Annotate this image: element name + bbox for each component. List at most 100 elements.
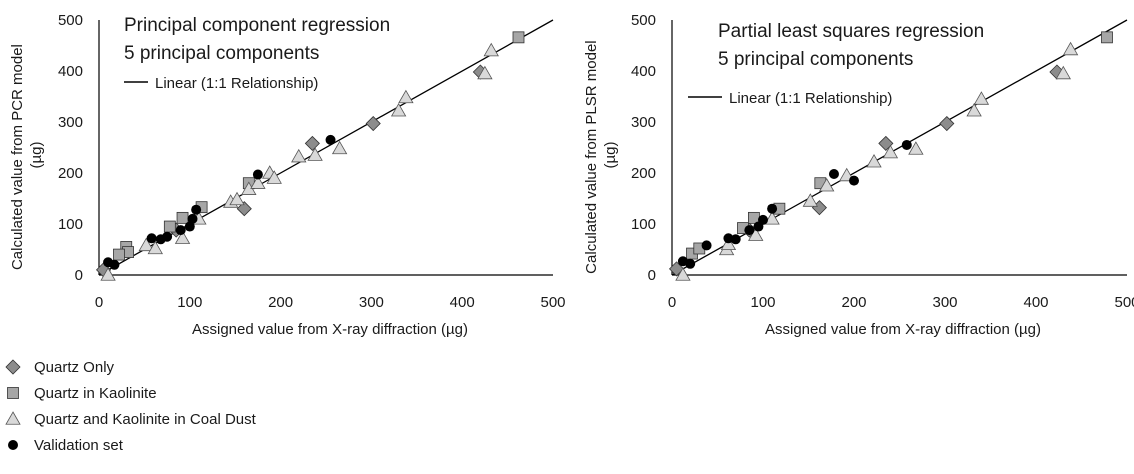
chart-pcr-point-circle	[187, 213, 198, 224]
chart-plsr-point-triangle	[720, 236, 737, 251]
figure-canvas: Principal component regression 5 princip…	[9, 12, 1134, 338]
chart-pcr: Principal component regression 5 princip…	[9, 12, 566, 338]
chart-plsr-point-triangle	[1062, 41, 1079, 56]
chart-pcr-point-triangle	[174, 230, 191, 244]
chart-pcr-x-tick-label: 0	[95, 294, 103, 311]
chart-pcr-point-triangle	[331, 140, 348, 155]
chart-plsr-point-triangle	[748, 227, 764, 241]
chart-plsr-point-triangle	[966, 102, 982, 117]
chart-pcr-point-triangle	[250, 175, 266, 189]
chart-pcr-point-triangle	[138, 237, 154, 252]
chart-pcr-point-triangle	[266, 170, 282, 184]
chart-pcr-point-triangle	[483, 42, 499, 57]
chart-plsr-point-circle	[849, 175, 859, 186]
legend-item: Quartz Only	[4, 354, 256, 380]
chart-plsr-point-square	[1101, 31, 1113, 44]
chart-pcr-point-square	[163, 220, 176, 233]
chart-plsr-point-circle	[730, 234, 741, 245]
chart-pcr-point-triangle	[307, 147, 323, 161]
chart-pcr-y-tick-label: 300	[58, 114, 83, 131]
chart-plsr-point-triangle	[908, 141, 924, 155]
chart-plsr-y-tick-label: 300	[631, 114, 656, 131]
chart-plsr-x-tick-label: 400	[1023, 294, 1048, 311]
chart-pcr-point-triangle	[100, 267, 116, 281]
chart-pcr-point-diamond	[236, 201, 252, 217]
chart-plsr-point-circle	[744, 225, 755, 236]
chart-pcr-title: Principal component regression	[124, 15, 390, 36]
chart-pcr-point-square	[512, 31, 525, 44]
chart-pcr-point-diamond	[365, 115, 381, 132]
chart-pcr-point-triangle	[398, 89, 414, 104]
chart-plsr-x-tick-label: 300	[932, 294, 957, 311]
chart-plsr-point-triangle	[675, 267, 691, 281]
chart-pcr-y-tick-label: 100	[58, 216, 83, 233]
chart-pcr-ylabel: Calculated value from PCR model (µg)	[9, 40, 45, 270]
chart-plsr-line-legend-label: Linear (1:1 Relationship)	[729, 90, 892, 107]
chart-pcr-y-tick-label: 400	[58, 63, 83, 80]
chart-plsr-point-triangle	[819, 177, 835, 192]
chart-pcr-x-tick-label: 400	[450, 294, 475, 311]
legend-item-label: Quartz Only	[34, 358, 115, 376]
chart-pcr-y-tick-label: 500	[58, 12, 83, 29]
chart-pcr-y-tick-label: 0	[75, 267, 83, 284]
chart-plsr-x-tick-label: 0	[668, 294, 676, 311]
chart-pcr-point-diamond	[304, 135, 320, 151]
chart-pcr-point-circle	[184, 221, 195, 232]
chart-plsr-xlabel: Assigned value from X-ray diffraction (µ…	[765, 321, 1041, 338]
legend-item: Quartz in Kaolinite	[4, 380, 256, 406]
chart-plsr-title: Partial least squares regression	[718, 21, 984, 42]
square-marker-icon	[7, 387, 19, 399]
chart-pcr-point-circle	[191, 204, 202, 215]
chart-plsr-x-tick-label: 500	[1114, 294, 1134, 311]
chart-plsr-y-tick-label: 0	[648, 267, 656, 284]
chart-pcr-x-tick-label: 200	[268, 294, 293, 311]
chart-plsr-point-circle	[701, 240, 712, 251]
chart-pcr-subtitle: 5 principal components	[124, 43, 319, 64]
legend-marker-triangle	[5, 411, 21, 425]
chart-pcr-point-circle	[175, 225, 186, 236]
legend-marker-circle	[8, 440, 18, 450]
chart-plsr-y-tick-label: 500	[631, 12, 656, 29]
chart-plsr-y-tick-label: 400	[631, 63, 656, 80]
chart-plsr-plot-area: 0 100 200 300 400 500 0 100 200 300 400 500	[631, 12, 1134, 311]
chart-pcr-x-tick-label: 300	[359, 294, 384, 311]
chart-plsr-point-diamond	[939, 115, 955, 132]
chart-pcr-point-triangle	[390, 102, 407, 117]
chart-pcr-line-legend-label: Linear (1:1 Relationship)	[155, 75, 318, 92]
legend-marker-square	[7, 387, 19, 399]
chart-pcr-x-tick-label: 500	[540, 294, 565, 311]
chart-plsr-point-triangle	[1055, 65, 1071, 80]
chart-pcr-point-triangle	[477, 65, 493, 80]
legend-item-label: Quartz and Kaolinite in Coal Dust	[34, 410, 256, 428]
chart-pcr-point-circle	[146, 233, 157, 244]
chart-pcr-plot-area: 0 100 200 300 400 500 0 100 200 300 400 500	[58, 12, 566, 311]
chart-plsr-point-circle	[901, 139, 912, 150]
diamond-marker-icon	[5, 359, 21, 375]
legend-marker-diamond	[5, 359, 21, 375]
chart-plsr-point-circle	[723, 233, 734, 244]
chart-plsr-ylabel-line1: Calculated value from PLSR model	[583, 40, 600, 273]
triangle-marker-icon	[5, 411, 21, 425]
chart-plsr-point-triangle	[802, 193, 819, 207]
chart-pcr-y-tick-label: 200	[58, 165, 83, 182]
chart-pcr-point-triangle	[147, 240, 163, 255]
chart-pcr-xlabel: Assigned value from X-ray diffraction (µ…	[192, 321, 468, 338]
chart-pcr-ylabel-line1: Calculated value from PCR model	[9, 44, 26, 270]
legend-item-label: Validation set	[34, 436, 123, 454]
chart-pcr-point-circle	[162, 231, 173, 242]
chart-pcr-point-square	[113, 248, 125, 261]
chart-plsr: Partial least squares regression 5 princ…	[583, 12, 1134, 338]
chart-plsr-y-tick-label: 100	[631, 216, 656, 233]
chart-plsr-x-tick-label: 200	[841, 294, 866, 311]
chart-plsr-point-circle	[758, 214, 768, 225]
chart-plsr-point-triangle	[882, 144, 899, 159]
chart-pcr-ylabel-line2: (µg)	[28, 142, 45, 169]
chart-plsr-point-circle	[767, 203, 778, 214]
chart-plsr-ylabel-line2: (µg)	[602, 142, 619, 169]
chart-pcr-point-square	[176, 211, 189, 224]
legend-item: Validation set	[4, 432, 256, 458]
chart-plsr-point-circle	[685, 258, 696, 269]
chart-plsr-x-tick-label: 100	[750, 294, 775, 311]
chart-pcr-point-triangle	[229, 191, 245, 206]
chart-plsr-point-triangle	[764, 211, 780, 225]
